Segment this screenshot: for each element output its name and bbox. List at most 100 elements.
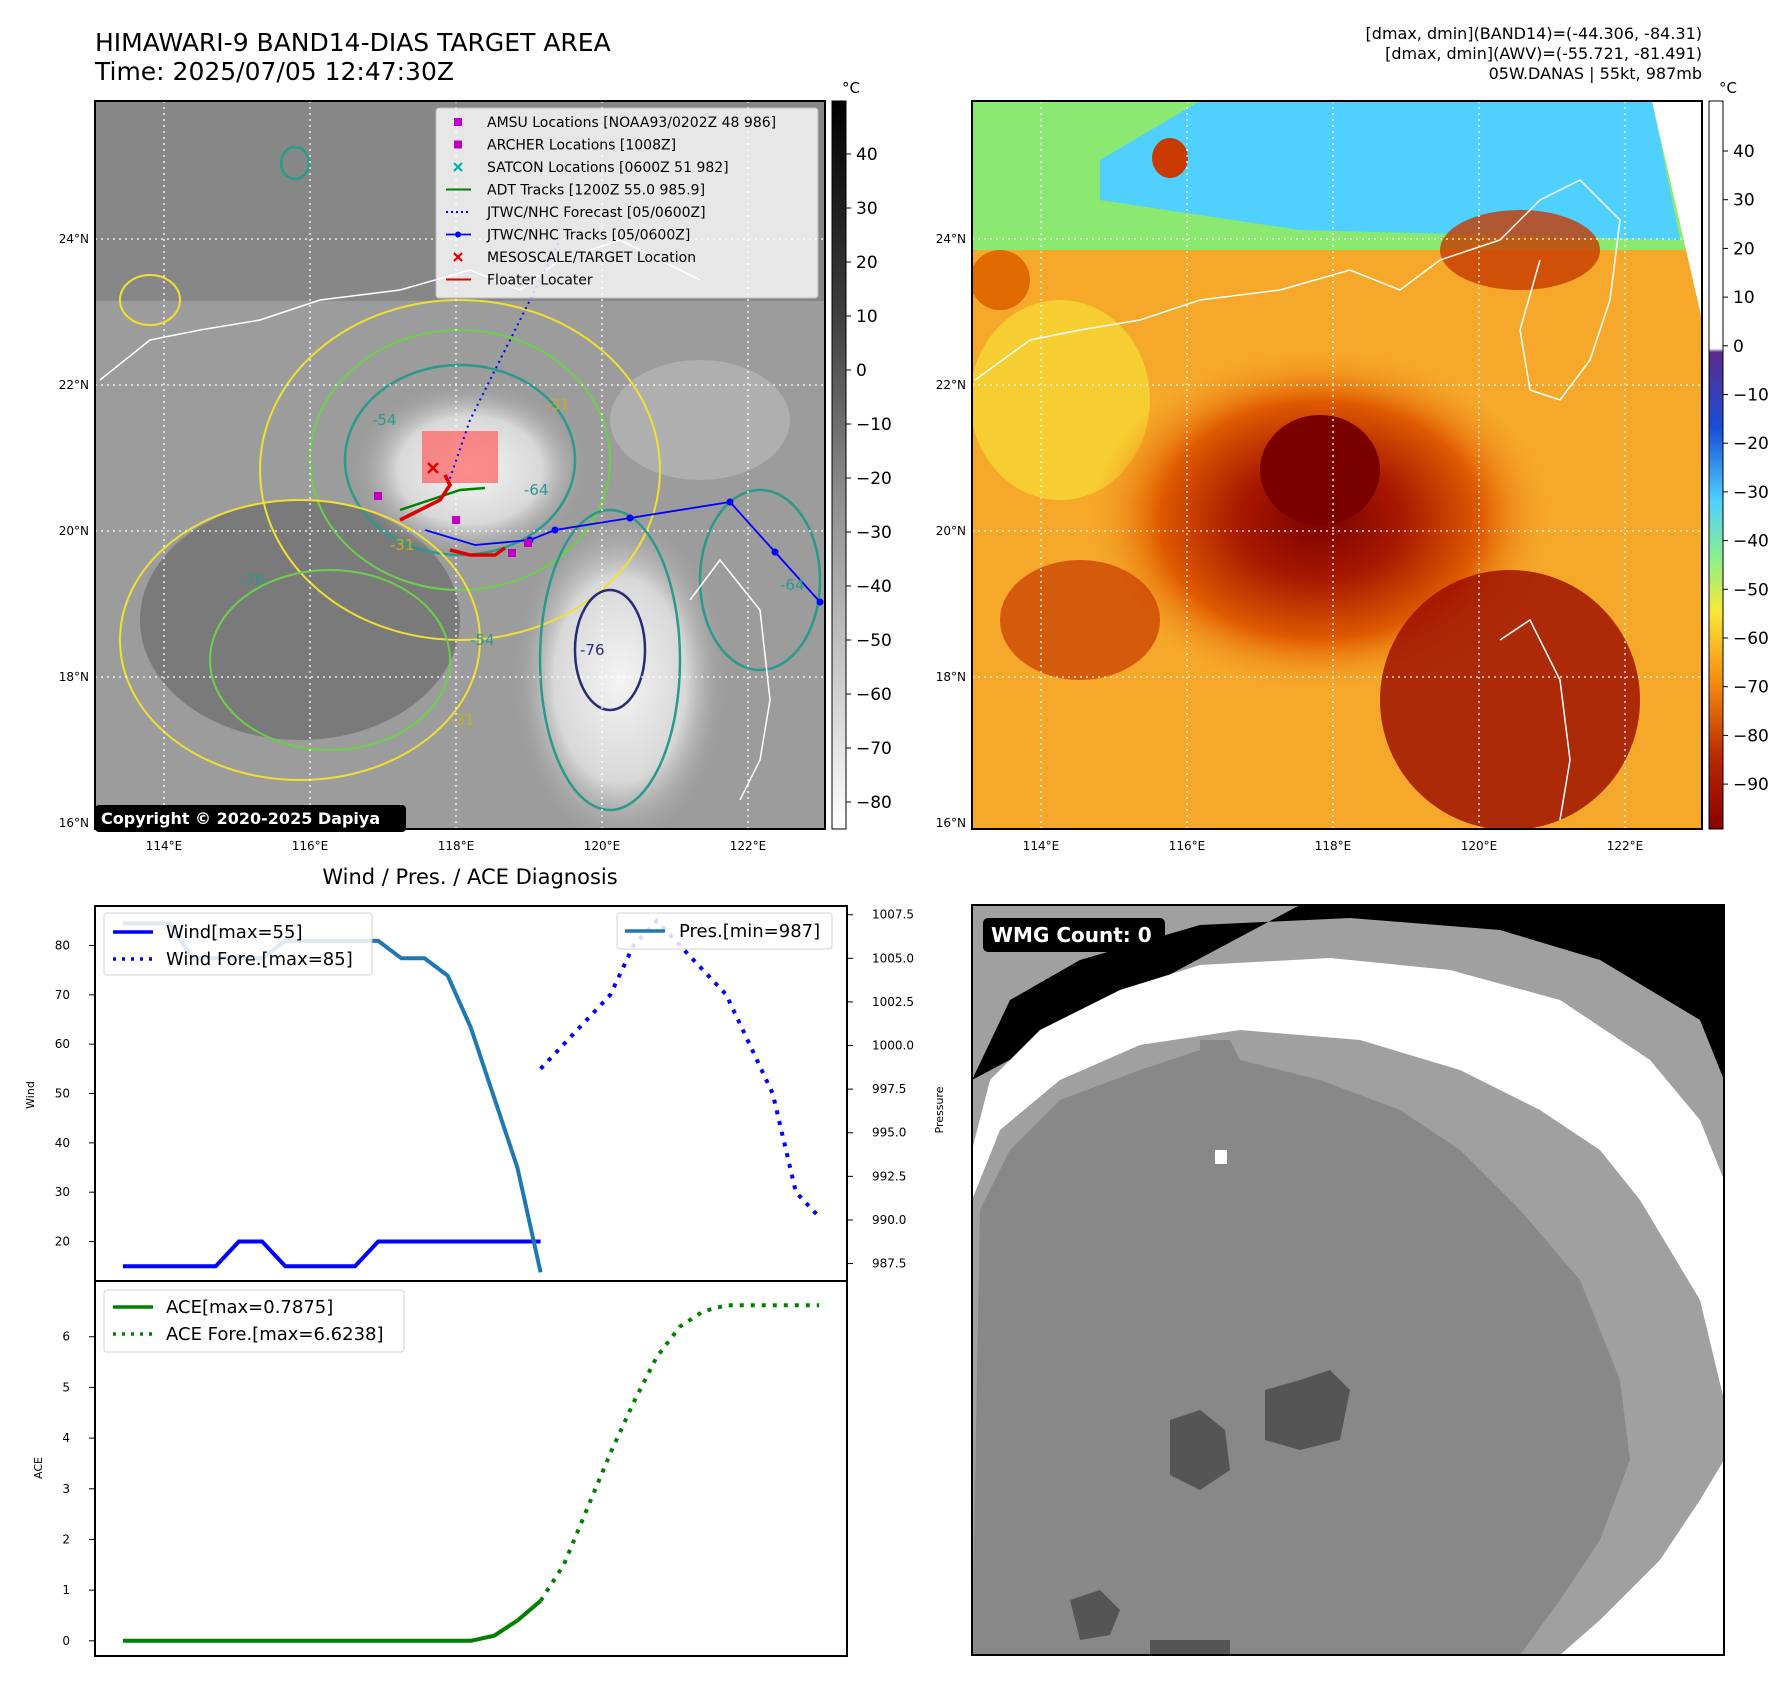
- colorbar-tick-label: 10: [1733, 288, 1755, 308]
- ir-legend: AMSU Locations [NOAA93/0202Z 48 986] ARCH…: [435, 107, 819, 299]
- wind-series-line: [122, 1239, 541, 1269]
- colorbar-tick-label: −60: [856, 685, 892, 705]
- lat-tick-label: 20°N: [59, 524, 89, 538]
- colorbar-tick-label: 20: [1733, 239, 1755, 259]
- legend-marker: [454, 140, 462, 149]
- figure-title: HIMAWARI-9 BAND14-DIAS TARGET AREA: [95, 28, 611, 57]
- ace-tick-label: 0: [62, 1634, 70, 1648]
- ir-map-panel: -54 -64 -76 -64 -31 -31 -31 -76 -54 AMSU…: [94, 100, 826, 832]
- ace-tick-label: 3: [62, 1482, 70, 1496]
- colorbar-tick-label: 20: [856, 253, 878, 273]
- contour-label: -76: [580, 641, 605, 659]
- chart-title: Wind / Pres. / ACE Diagnosis: [322, 865, 617, 889]
- colorbar-tick-label: −40: [856, 577, 892, 597]
- legend-label: MESOSCALE/TARGET Location: [487, 250, 696, 266]
- lat-tick-label: 18°N: [59, 670, 89, 684]
- colorbar-tick-label: 0: [856, 361, 867, 381]
- lon-tick-label: 120°E: [584, 839, 621, 853]
- amsu-archer-markers: [374, 492, 532, 557]
- pressure-tick-label: 990.0: [872, 1213, 906, 1227]
- contour-label: -76: [240, 571, 265, 589]
- pressure-tick-label: 997.5: [872, 1082, 906, 1096]
- ace-series-line: [122, 1599, 542, 1643]
- ace-tick-label: 5: [62, 1380, 70, 1394]
- pressure-tick-label: 1007.5: [872, 908, 914, 922]
- colorbar-tick-label: 30: [856, 199, 878, 219]
- contour-label: -31: [450, 711, 475, 729]
- target-area-box: [422, 431, 498, 483]
- wind-tick-label: 60: [55, 1037, 70, 1051]
- colorbar-tick-label: −10: [856, 415, 892, 435]
- ace-tick-label: 6: [62, 1330, 70, 1344]
- best-track: [424, 501, 821, 603]
- wmg-badge: [983, 918, 1165, 952]
- legend-wind-forecast: Wind Fore.[max=85]: [166, 949, 353, 970]
- pressure-tick-label: 995.0: [872, 1126, 906, 1140]
- adt-track: [399, 486, 486, 512]
- legend-label: Floater Locater: [487, 273, 593, 289]
- legend-marker: [453, 162, 463, 172]
- colorbar-tick-label: −40: [1733, 532, 1769, 552]
- figure-time: Time: 2025/07/05 12:47:30Z: [94, 57, 454, 86]
- wind-axis-label: Wind: [24, 1081, 37, 1109]
- colorbar-tick-label: 30: [1733, 191, 1755, 211]
- lat-tick-label: 24°N: [936, 232, 966, 246]
- contour-label: -64: [524, 481, 549, 499]
- colorbar-tick-label: −30: [856, 523, 892, 543]
- legend-marker-dot: [455, 231, 461, 238]
- legend-pressure: Pres.[min=987]: [679, 921, 820, 942]
- wind-tick-label: 70: [55, 988, 70, 1002]
- ace-forecast-series-line: [538, 1303, 820, 1602]
- lon-tick-label: 116°E: [1169, 839, 1206, 853]
- colorbar-tick-label: −50: [856, 631, 892, 651]
- awv-map-panel: [971, 100, 1703, 830]
- lon-tick-label: 122°E: [1607, 839, 1644, 853]
- colorbar-tick-label: −80: [1733, 726, 1769, 746]
- ace-tick-label: 2: [62, 1532, 70, 1546]
- wind-legend: Wind[max=55] Wind Fore.[max=85]: [103, 912, 373, 976]
- colorbar-tick-label: 0: [1733, 337, 1744, 357]
- colorbar-tick-label: −80: [856, 793, 892, 813]
- legend-ace: ACE[max=0.7875]: [166, 1297, 333, 1318]
- colorbar-tick-label: −50: [1733, 580, 1769, 600]
- contour-label: -54: [372, 411, 397, 429]
- wind-tick-label: 20: [55, 1235, 70, 1249]
- legend-wind: Wind[max=55]: [166, 922, 303, 943]
- storm-info: 05W.DANAS | 55kt, 987mb: [1489, 64, 1702, 83]
- lon-tick-label: 114°E: [146, 839, 183, 853]
- band14-range: [dmax, dmin](BAND14)=(-44.306, -84.31): [1366, 24, 1702, 43]
- ace-tick-label: 1: [62, 1583, 70, 1597]
- colorbar-tick-label: −90: [1733, 775, 1769, 795]
- pressure-axis-label: Pressure: [933, 1086, 946, 1133]
- pressure-legend: Pres.[min=987]: [616, 912, 833, 950]
- copyright-label: Copyright © 2020-2025 Dapiya: [101, 809, 380, 828]
- lat-tick-label: 22°N: [59, 378, 89, 392]
- pressure-tick-label: 992.5: [872, 1169, 906, 1183]
- wind-tick-label: 30: [55, 1185, 70, 1199]
- legend-marker: [453, 252, 463, 262]
- pressure-tick-label: 1000.0: [872, 1039, 914, 1053]
- contour-label: -31: [545, 396, 570, 414]
- colorbar-tick-label: −20: [1733, 434, 1769, 454]
- legend-label: AMSU Locations [NOAA93/0202Z 48 986]: [487, 115, 776, 131]
- pressure-tick-label: 1005.0: [872, 951, 914, 965]
- wind-tick-label: 80: [55, 938, 70, 952]
- awv-colorbar-unit: °C: [1719, 79, 1737, 97]
- diagnosis-chart: Wind / Pres. / ACE Diagnosis Wind Pressu…: [24, 865, 946, 1657]
- contour-label: -31: [390, 536, 415, 554]
- ir-colorbar: °C 40 30 20 10 0 −10 −20 −30 −40 −50 −60 −70 −80: [831, 79, 892, 830]
- legend-label: ARCHER Locations [1008Z]: [487, 138, 676, 154]
- wmg-panel: WMG Count: 0: [971, 904, 1725, 1656]
- ace-legend: ACE[max=0.7875] ACE Fore.[max=6.6238]: [103, 1289, 405, 1353]
- wind-tick-label: 40: [55, 1136, 70, 1150]
- legend-label: ADT Tracks [1200Z 55.0 985.9]: [487, 183, 705, 199]
- lat-tick-label: 24°N: [59, 232, 89, 246]
- wind-tick-label: 50: [55, 1087, 70, 1101]
- colorbar-tick-label: −70: [856, 739, 892, 759]
- colorbar-tick-label: 10: [856, 307, 878, 327]
- wmg-count: WMG Count: 0: [991, 923, 1152, 947]
- colorbar-tick-label: 40: [1733, 142, 1755, 162]
- legend-marker: [454, 118, 462, 126]
- lon-tick-label: 116°E: [292, 839, 329, 853]
